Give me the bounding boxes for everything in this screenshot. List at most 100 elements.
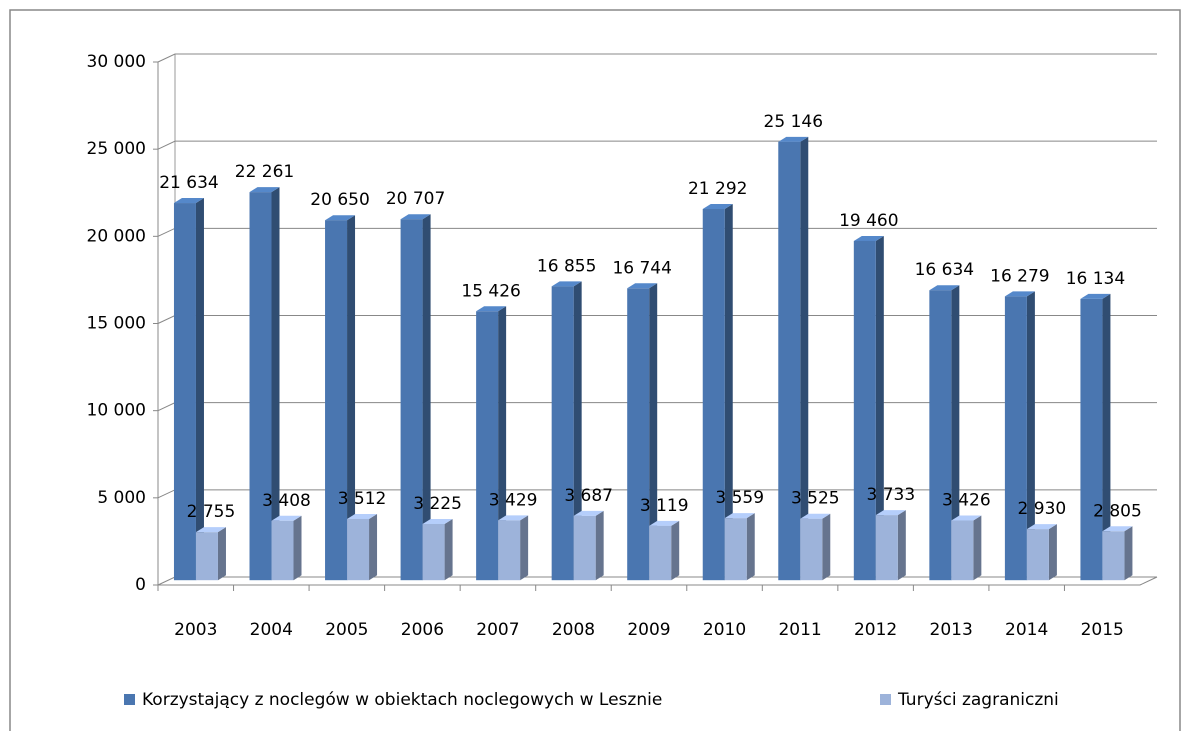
bar	[853, 240, 876, 581]
bar	[929, 290, 952, 581]
bar-side	[897, 510, 906, 581]
data-label: 16 744	[612, 258, 671, 278]
bar-side	[724, 204, 733, 581]
bar	[800, 518, 823, 581]
bar	[271, 520, 294, 581]
bar-top	[195, 527, 226, 533]
data-label: 20 707	[386, 189, 445, 209]
data-label: 3 559	[715, 488, 764, 508]
bar-side	[1048, 524, 1057, 581]
bar-top	[422, 518, 453, 524]
bar-top	[702, 204, 733, 210]
x-tick-label: 2015	[1081, 620, 1124, 640]
bar-top	[173, 198, 204, 204]
bar-top	[875, 510, 906, 516]
bar-top	[853, 235, 884, 241]
y-tick-label: 0	[135, 575, 146, 595]
bar-side	[498, 306, 507, 581]
y-tick-label: 15 000	[87, 314, 146, 334]
data-label: 21 292	[688, 179, 747, 199]
bar	[551, 286, 574, 581]
data-label: 3 225	[413, 494, 462, 514]
bar-side	[369, 513, 378, 581]
bar-side	[520, 515, 529, 581]
data-label: 16 634	[915, 260, 974, 280]
data-label: 3 525	[791, 489, 840, 509]
bar-side	[875, 235, 884, 581]
bar	[476, 311, 499, 581]
bar-top	[271, 515, 302, 521]
y-tick-label: 5 000	[97, 488, 146, 508]
data-label: 3 733	[866, 485, 915, 505]
bar-top	[778, 136, 809, 142]
bar-side	[746, 513, 755, 581]
x-tick-label: 2011	[778, 620, 821, 640]
bar	[778, 141, 801, 581]
bar-side	[1124, 526, 1133, 581]
data-label: 15 426	[461, 281, 520, 301]
bar-side	[973, 515, 982, 581]
bar	[573, 515, 596, 581]
bar-side	[649, 283, 658, 581]
bar-side	[347, 215, 356, 581]
bar-side	[595, 510, 604, 581]
x-tick-label: 2010	[703, 620, 746, 640]
bar-side	[217, 527, 226, 581]
x-tick-label: 2003	[174, 620, 217, 640]
bar-top	[573, 510, 604, 516]
bar	[627, 288, 650, 581]
bar-top	[1026, 524, 1057, 530]
bar-side	[1102, 293, 1111, 581]
bar	[702, 209, 725, 581]
bar-side	[293, 515, 302, 581]
data-label: 20 650	[310, 190, 369, 210]
bar-side	[1026, 291, 1035, 581]
legend-swatch	[880, 694, 891, 705]
x-tick-label: 2007	[476, 620, 519, 640]
bar-side	[444, 518, 453, 581]
floor	[158, 576, 1158, 586]
bar	[173, 203, 196, 581]
bar-top	[649, 520, 680, 526]
data-label: 3 429	[489, 490, 538, 510]
legend-label: Turyści zagraniczni	[897, 690, 1059, 710]
bar	[1026, 529, 1049, 581]
bar	[875, 515, 898, 581]
bar-side	[671, 520, 680, 581]
bar-side	[822, 513, 831, 581]
x-tick-label: 2013	[930, 620, 973, 640]
data-label: 22 261	[235, 162, 294, 182]
data-label: 16 279	[990, 266, 1049, 286]
x-tick-label: 2008	[552, 620, 595, 640]
grid-line	[157, 227, 1157, 237]
bar	[649, 525, 672, 581]
bar-top	[249, 187, 280, 193]
y-tick-label: 30 000	[87, 52, 146, 72]
bar-top	[800, 513, 831, 519]
bar	[498, 520, 521, 581]
bar	[422, 523, 445, 581]
data-label: 2 755	[187, 502, 236, 522]
bar	[951, 520, 974, 581]
bar	[400, 219, 423, 581]
data-label: 19 460	[839, 211, 898, 231]
bar-top	[724, 513, 755, 519]
bar-top	[347, 513, 378, 519]
x-tick-label: 2005	[325, 620, 368, 640]
data-label: 21 634	[159, 173, 218, 193]
data-label: 16 855	[537, 256, 596, 276]
data-label: 25 146	[764, 112, 823, 132]
bar	[1102, 531, 1125, 581]
x-tick-label: 2014	[1005, 620, 1048, 640]
bar-top	[1102, 526, 1133, 532]
bar	[724, 518, 747, 581]
chart-frame	[9, 9, 1181, 731]
bar-side	[195, 198, 204, 581]
bar-top	[929, 285, 960, 291]
bar	[195, 532, 218, 581]
bar-side	[271, 187, 280, 581]
bar-side	[800, 136, 809, 581]
data-label: 16 134	[1066, 269, 1125, 289]
data-label: 3 119	[640, 496, 689, 516]
